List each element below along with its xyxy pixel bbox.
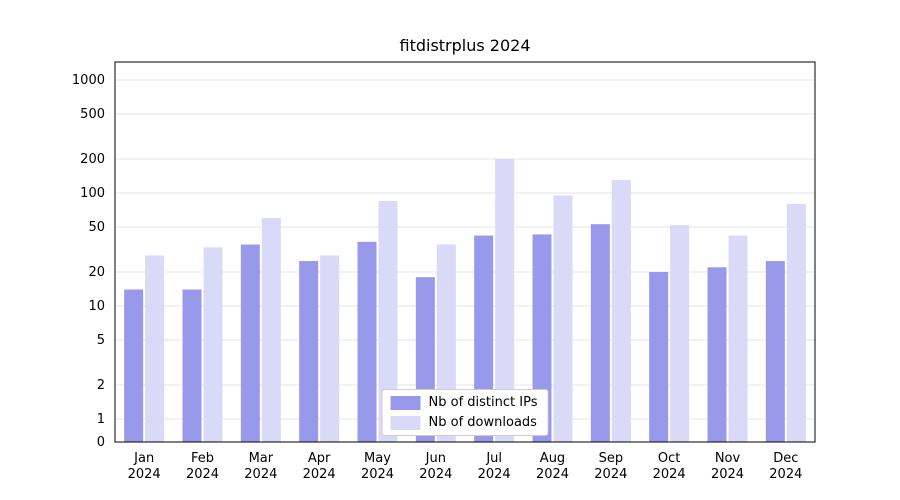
bar-downloads xyxy=(553,195,573,442)
bar-downloads xyxy=(728,235,748,442)
bar-downloads xyxy=(495,158,515,442)
bar-distinct-ips xyxy=(182,289,202,442)
x-tick-label: Sep 2024 xyxy=(594,451,627,482)
y-tick-label: 10 xyxy=(88,299,105,314)
x-tick-label: May 2024 xyxy=(361,451,394,482)
y-tick-label: 50 xyxy=(88,220,105,235)
bar-distinct-ips xyxy=(590,224,610,442)
y-tick-label: 1 xyxy=(97,412,105,427)
x-tick-label: Feb 2024 xyxy=(186,451,219,482)
bar-distinct-ips xyxy=(765,261,785,442)
y-tick-label: 1000 xyxy=(72,73,105,88)
bar-downloads xyxy=(261,218,281,442)
y-tick-label: 200 xyxy=(80,152,105,167)
bar-downloads xyxy=(786,203,806,442)
bar-downloads xyxy=(203,247,223,442)
bar-downloads xyxy=(145,255,165,442)
bar-distinct-ips xyxy=(124,289,144,442)
bar-distinct-ips xyxy=(649,271,669,442)
legend-label-distinct-ips: Nb of distinct IPs xyxy=(428,395,538,410)
legend-label-downloads: Nb of downloads xyxy=(428,415,537,430)
x-tick-label: Jan 2024 xyxy=(128,451,161,482)
bar-downloads xyxy=(611,180,631,443)
chart-title: fitdistrplus 2024 xyxy=(399,36,531,55)
x-tick-label: Aug 2024 xyxy=(536,451,569,482)
y-tick-label: 0 xyxy=(97,435,105,450)
x-tick-label: Apr 2024 xyxy=(303,451,336,482)
y-tick-label: 100 xyxy=(80,186,105,201)
y-tick-label: 500 xyxy=(80,107,105,122)
legend: Nb of distinct IPs Nb of downloads xyxy=(381,389,549,436)
y-tick-label: 20 xyxy=(88,265,105,280)
bar-distinct-ips xyxy=(240,244,260,442)
x-tick-label: Jun 2024 xyxy=(419,451,452,482)
x-tick-label: Nov 2024 xyxy=(711,451,744,482)
bar-distinct-ips xyxy=(707,267,727,442)
bar-downloads xyxy=(320,255,340,442)
legend-item-distinct-ips: Nb of distinct IPs xyxy=(390,395,538,410)
bar-downloads xyxy=(670,225,690,442)
bar-distinct-ips xyxy=(299,261,319,442)
bar-distinct-ips xyxy=(357,241,377,442)
legend-swatch-distinct-ips-icon xyxy=(390,395,421,410)
y-tick-label: 2 xyxy=(97,378,105,393)
y-tick-label: 5 xyxy=(97,333,105,348)
x-tick-label: Jul 2024 xyxy=(478,451,511,482)
bar-downloads xyxy=(378,200,398,442)
plot-border xyxy=(114,61,816,443)
x-tick-label: Mar 2024 xyxy=(244,451,277,482)
x-tick-label: Dec 2024 xyxy=(769,451,802,482)
legend-swatch-downloads-icon xyxy=(390,415,421,430)
legend-item-downloads: Nb of downloads xyxy=(390,415,538,430)
x-tick-label: Oct 2024 xyxy=(653,451,686,482)
